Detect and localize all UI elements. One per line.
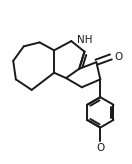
Text: O: O xyxy=(96,143,104,153)
Text: O: O xyxy=(114,52,122,62)
Text: NH: NH xyxy=(77,35,92,45)
